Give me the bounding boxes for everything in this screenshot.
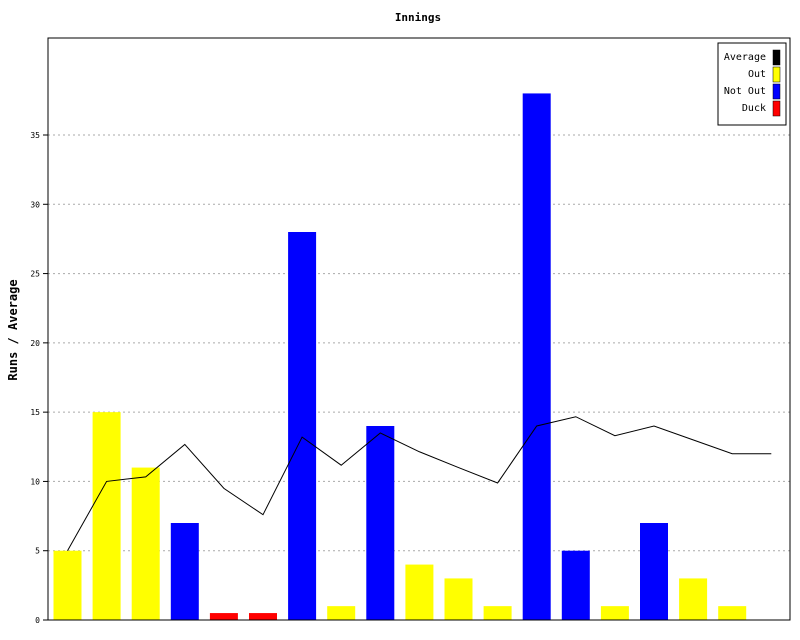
bar-out: [92, 412, 121, 620]
average-line: [67, 416, 772, 551]
y-tick-label: 10: [30, 477, 40, 486]
bar-out: [405, 564, 434, 620]
y-tick-label: 15: [30, 408, 40, 417]
bar-out: [131, 467, 160, 620]
bar-out: [483, 606, 512, 620]
bar-not-out: [522, 93, 551, 620]
bar-duck: [209, 613, 238, 620]
legend-label: Not Out: [724, 86, 766, 97]
y-tick-label: 0: [35, 616, 40, 625]
y-tick-label: 30: [30, 200, 40, 209]
legend-swatch: [772, 83, 781, 100]
legend-swatch: [772, 100, 781, 117]
bar-out: [53, 550, 82, 620]
legend-label: Average: [724, 52, 766, 63]
legend-label: Out: [748, 69, 766, 80]
bar-out: [718, 606, 747, 620]
bars: [53, 93, 747, 620]
bar-out: [444, 578, 473, 620]
legend-swatch: [772, 66, 781, 83]
bar-not-out: [170, 523, 199, 620]
bar-not-out: [561, 550, 590, 620]
bar-out: [600, 606, 629, 620]
bar-duck: [249, 613, 277, 620]
y-axis-label: Runs / Average: [6, 279, 20, 380]
bar-not-out: [640, 523, 668, 620]
y-tick-label: 5: [35, 547, 40, 556]
average-line-layer: [67, 416, 772, 551]
plot-frame: [47, 37, 791, 621]
grid-lines: [48, 134, 790, 552]
y-tick-label: 35: [30, 131, 40, 140]
bar-not-out: [366, 426, 395, 620]
chart-title: Innings: [395, 11, 441, 24]
legend: Average Out Not Out Duck: [717, 42, 787, 126]
legend-swatch: [772, 49, 781, 66]
bar-out: [679, 578, 708, 620]
y-tick-label: 20: [30, 339, 40, 348]
legend-label: Duck: [742, 103, 766, 114]
bar-not-out: [288, 232, 317, 620]
axes: 0 5 10 15 20 25 30 35: [30, 37, 791, 625]
bar-out: [327, 606, 356, 620]
y-tick-label: 25: [30, 270, 40, 279]
